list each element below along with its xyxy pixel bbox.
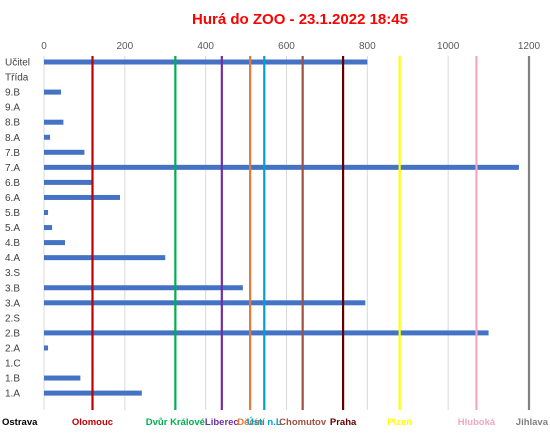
bar-3.A: [44, 300, 366, 306]
zoo-label: Plzeň: [387, 417, 412, 428]
bar-7.A: [44, 164, 519, 170]
x-gridlines: [43, 56, 530, 410]
bar-9.B: [44, 89, 61, 95]
category-label: 8.A: [5, 133, 20, 144]
category-label: 8.B: [5, 118, 20, 129]
zoo-label: Olomouc: [72, 417, 113, 428]
x-tick-label: 400: [197, 41, 214, 52]
zoo-label: Děčín: [237, 417, 263, 428]
category-label: 6.A: [5, 193, 20, 204]
category-label: Učitel: [5, 58, 30, 69]
x-tick-label: 800: [359, 41, 376, 52]
category-label: 3.B: [5, 283, 20, 294]
category-label: 1.A: [5, 389, 20, 400]
category-label: 3.A: [5, 298, 20, 309]
bar-Učitel: [44, 59, 368, 65]
category-label: 2.S: [5, 313, 20, 324]
zoo-label: Ostrava: [2, 417, 38, 428]
category-label: 6.B: [5, 178, 20, 189]
x-tick-label: 200: [116, 41, 133, 52]
category-label: 5.A: [5, 223, 20, 234]
category-label: 1.C: [5, 359, 21, 370]
zoo-label: Dvůr Králové: [146, 417, 205, 428]
bar-6.B: [44, 179, 92, 185]
zoo-lines: [91, 56, 531, 410]
x-tick-label: 1000: [437, 41, 460, 52]
category-label: 9.A: [5, 103, 20, 114]
bar-5.B: [44, 210, 49, 215]
x-tick-label: 0: [41, 41, 47, 52]
bar-6.A: [44, 194, 120, 200]
bar-7.B: [44, 149, 85, 155]
bar-2.A: [44, 345, 49, 351]
category-label: 9.B: [5, 88, 20, 99]
category-label: 4.A: [5, 253, 20, 264]
chart-title: Hurá do ZOO - 23.1.2022 18:45: [192, 11, 408, 28]
bar-8.A: [44, 134, 51, 140]
bar-2.B: [44, 330, 489, 336]
zoo-label: Ústí n.L: [247, 416, 282, 428]
category-label: 5.B: [5, 208, 20, 219]
x-tick-label: 1200: [518, 41, 541, 52]
zoo-label: Chomutov: [279, 417, 327, 428]
category-label: 3.S: [5, 268, 20, 279]
category-label: 2.A: [5, 343, 20, 354]
zoo-labels: Ostrava Olomouc Dvůr Králové LiberecDěčínÚs…: [2, 416, 549, 428]
zoo-label: Jihlava: [516, 417, 549, 428]
bar-4.B: [44, 240, 66, 246]
zoo-label: Hluboká: [458, 417, 496, 428]
zoo-label: Praha: [330, 417, 357, 428]
bar-1.B: [44, 375, 81, 381]
category-label: 7.A: [5, 163, 20, 174]
bar-3.B: [44, 285, 243, 291]
category-label: 1.B: [5, 374, 20, 385]
x-tick-label: 600: [278, 41, 295, 52]
zoo-label: Liberec: [205, 417, 239, 428]
category-labels: Učitel Třída 9.B 9.A 8.B 8.A 7.B 7.A 6.B 6.A 5.B 5.…: [5, 58, 30, 400]
bars: [44, 59, 519, 396]
category-label: 4.B: [5, 238, 20, 249]
category-label: 7.B: [5, 148, 20, 159]
bar-5.A: [44, 225, 53, 231]
bar-8.B: [44, 119, 64, 125]
bar-4.A: [44, 255, 166, 261]
category-label: 2.B: [5, 328, 20, 339]
x-tick-labels: 0 200 400 600 800 1000 1200: [41, 41, 540, 52]
category-label: Třída: [5, 73, 29, 84]
